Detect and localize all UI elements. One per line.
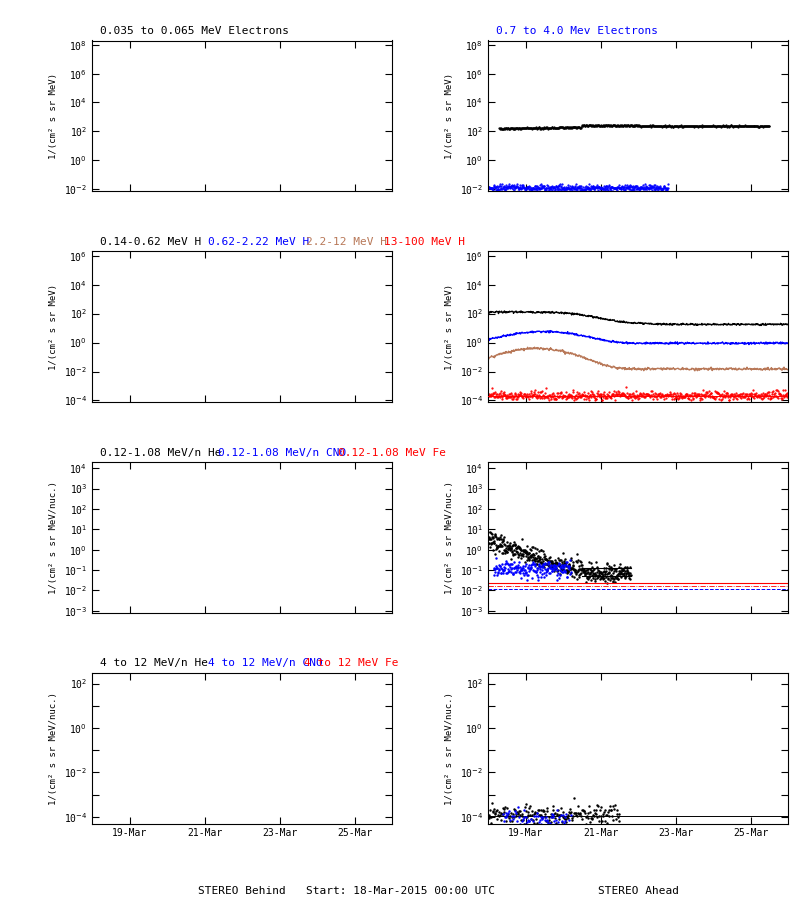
Text: Start: 18-Mar-2015 00:00 UTC: Start: 18-Mar-2015 00:00 UTC bbox=[306, 886, 494, 896]
Text: 0.12-1.08 MeV/n CNO: 0.12-1.08 MeV/n CNO bbox=[218, 447, 346, 457]
Text: STEREO Behind: STEREO Behind bbox=[198, 886, 286, 896]
Y-axis label: 1/(cm² s sr MeV/nuc.): 1/(cm² s sr MeV/nuc.) bbox=[50, 481, 58, 594]
Text: 4 to 12 MeV Fe: 4 to 12 MeV Fe bbox=[304, 659, 398, 669]
Text: 13-100 MeV H: 13-100 MeV H bbox=[384, 237, 465, 247]
Text: 2.2-12 MeV H: 2.2-12 MeV H bbox=[306, 237, 387, 247]
Text: 0.12-1.08 MeV Fe: 0.12-1.08 MeV Fe bbox=[338, 447, 446, 457]
Y-axis label: 1/(cm² s sr MeV): 1/(cm² s sr MeV) bbox=[50, 73, 58, 158]
Text: 4 to 12 MeV/n He: 4 to 12 MeV/n He bbox=[100, 659, 208, 669]
Y-axis label: 1/(cm² s sr MeV): 1/(cm² s sr MeV) bbox=[49, 284, 58, 370]
Text: 4 to 12 MeV/n CNO: 4 to 12 MeV/n CNO bbox=[208, 659, 322, 669]
Y-axis label: 1/(cm² s sr MeV): 1/(cm² s sr MeV) bbox=[445, 284, 454, 370]
Text: 0.14-0.62 MeV H: 0.14-0.62 MeV H bbox=[100, 237, 202, 247]
Y-axis label: 1/(cm² s sr MeV/nuc.): 1/(cm² s sr MeV/nuc.) bbox=[445, 692, 454, 805]
Y-axis label: 1/(cm² s sr MeV/nuc.): 1/(cm² s sr MeV/nuc.) bbox=[446, 481, 454, 594]
Text: 0.7 to 4.0 Mev Electrons: 0.7 to 4.0 Mev Electrons bbox=[496, 26, 658, 36]
Text: 0.62-2.22 MeV H: 0.62-2.22 MeV H bbox=[208, 237, 310, 247]
Text: STEREO Ahead: STEREO Ahead bbox=[598, 886, 678, 896]
Y-axis label: 1/(cm² s sr MeV/nuc.): 1/(cm² s sr MeV/nuc.) bbox=[49, 692, 58, 805]
Y-axis label: 1/(cm² s sr MeV): 1/(cm² s sr MeV) bbox=[446, 73, 454, 158]
Text: 0.12-1.08 MeV/n He: 0.12-1.08 MeV/n He bbox=[100, 447, 222, 457]
Text: 0.035 to 0.065 MeV Electrons: 0.035 to 0.065 MeV Electrons bbox=[100, 26, 289, 36]
